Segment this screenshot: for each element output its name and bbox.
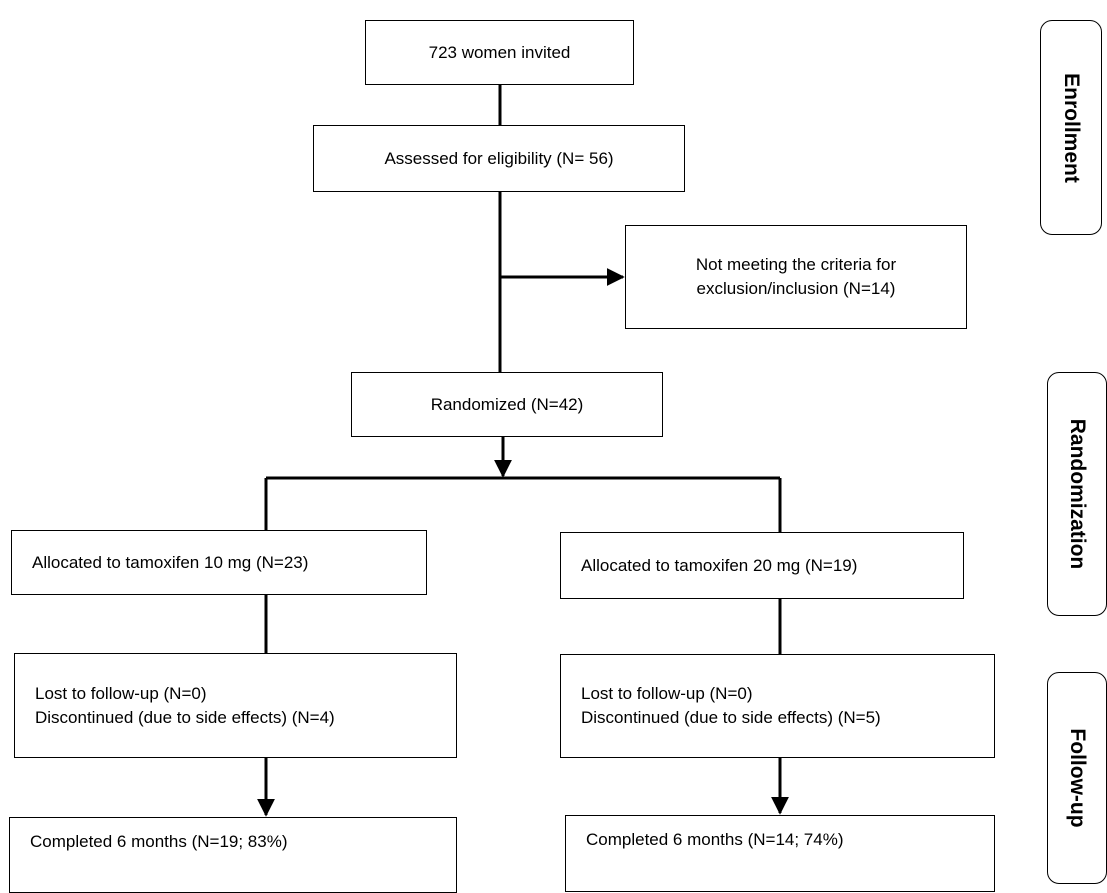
box-followup-10mg-lost: Lost to follow-up (N=0) [35,683,207,703]
stage-follow-up: Follow-up [1047,672,1107,884]
box-followup-20mg: Lost to follow-up (N=0) Discontinued (du… [560,654,995,758]
box-randomized: Randomized (N=42) [351,372,663,437]
box-followup-10mg: Lost to follow-up (N=0) Discontinued (du… [14,653,457,758]
box-completed-10mg: Completed 6 months (N=19; 83%) [9,817,457,893]
box-assessed-eligibility-text: Assessed for eligibility (N= 56) [384,148,614,168]
box-allocated-20mg-text: Allocated to tamoxifen 20 mg (N=19) [581,555,858,575]
box-followup-20mg-lost: Lost to follow-up (N=0) [581,684,753,703]
box-allocated-10mg-text: Allocated to tamoxifen 10 mg (N=23) [32,552,309,572]
box-assessed-eligibility: Assessed for eligibility (N= 56) [313,125,685,192]
box-not-meeting-criteria: Not meeting the criteria for exclusion/i… [625,225,967,329]
box-completed-20mg-text: Completed 6 months (N=14; 74%) [586,830,844,849]
stage-randomization-label: Randomization [1066,418,1089,570]
box-followup-10mg-discontinued: Discontinued (due to side effects) (N=4) [35,707,335,727]
box-completed-20mg: Completed 6 months (N=14; 74%) [565,815,995,892]
box-women-invited: 723 women invited [365,20,634,85]
stage-randomization: Randomization [1047,372,1107,616]
box-randomized-text: Randomized (N=42) [430,394,584,414]
box-allocated-10mg: Allocated to tamoxifen 10 mg (N=23) [11,530,427,595]
box-completed-10mg-text: Completed 6 months (N=19; 83%) [30,832,288,851]
stage-follow-up-label: Follow-up [1066,728,1089,828]
stage-enrollment: Enrollment [1040,20,1102,235]
box-allocated-20mg: Allocated to tamoxifen 20 mg (N=19) [560,532,964,599]
box-not-meeting-criteria-line2: exclusion/inclusion (N=14) [696,279,896,298]
box-women-invited-text: 723 women invited [428,42,571,62]
box-followup-20mg-discontinued: Discontinued (due to side effects) (N=5) [581,708,881,727]
box-not-meeting-criteria-line1: Not meeting the criteria for [695,255,897,274]
stage-enrollment-label: Enrollment [1060,72,1083,183]
